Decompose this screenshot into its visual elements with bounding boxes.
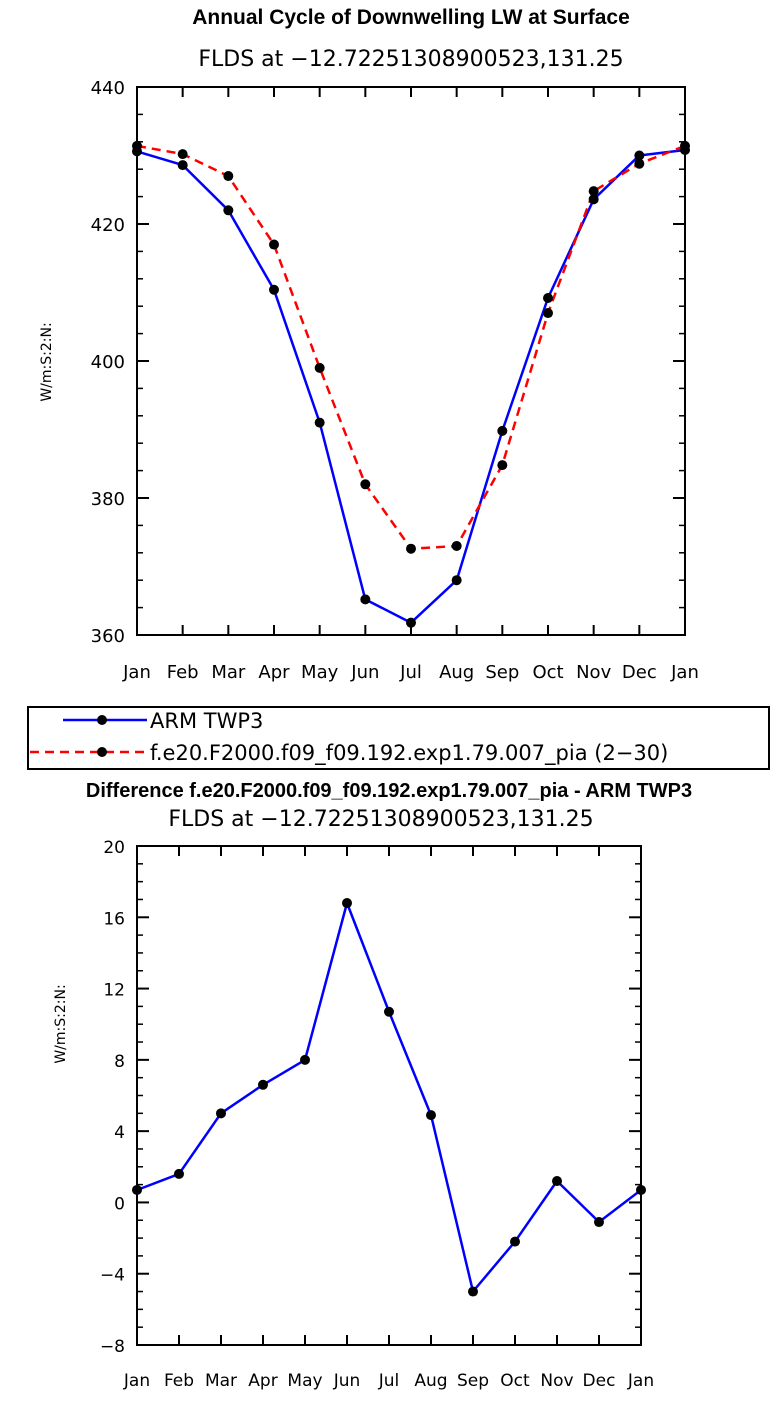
chart2-data-point-s0 xyxy=(384,1006,394,1017)
chart1-data-point-s0 xyxy=(451,575,462,586)
legend-box xyxy=(27,706,770,770)
chart1-series-line-1 xyxy=(136,144,686,550)
chart2-x-tick-label: May xyxy=(287,1371,322,1391)
chart2-x-tick-label: Jan xyxy=(627,1371,654,1391)
chart2-data-point-s0 xyxy=(300,1054,310,1065)
chart1-legend: ARM TWP3 f.e20.F2000.f09_f09.192.exp1.79… xyxy=(27,706,770,770)
chart1-y-tick-label: 440 xyxy=(91,78,125,99)
chart1-x-tick-label: Nov xyxy=(576,662,611,683)
chart1-x-tick-label: Sep xyxy=(485,662,519,683)
chart2-y-tick-label: 20 xyxy=(103,838,125,858)
chart2-x-tick-label: Aug xyxy=(414,1371,447,1391)
chart1-data-point-s0 xyxy=(360,594,371,605)
chart2-x-tick-label: Mar xyxy=(205,1371,237,1391)
chart1-data-point-s1 xyxy=(543,308,553,319)
chart1-x-tick-label: Dec xyxy=(622,662,657,683)
legend-label-arm: ARM TWP3 xyxy=(150,709,263,733)
chart2-y-tick-label: 4 xyxy=(114,1123,125,1143)
chart1-data-point-s1 xyxy=(269,239,279,250)
chart1-x-tick-label: Aug xyxy=(439,662,474,683)
chart2-data-point-s0 xyxy=(426,1110,436,1121)
chart1-data-point-s0 xyxy=(497,425,508,436)
chart2-data-point-s0 xyxy=(342,898,352,909)
chart2-plot-frame xyxy=(136,845,642,1346)
chart1-data-point-s0 xyxy=(223,205,234,216)
chart2-y-tick-label: 0 xyxy=(114,1194,125,1214)
chart1-data-point-s1 xyxy=(177,149,188,160)
chart1-data-point-s1 xyxy=(634,158,645,169)
chart1-data-point-s1 xyxy=(588,186,599,197)
chart2-x-tick-label: Sep xyxy=(457,1371,489,1391)
chart1-x-tick-label: Jun xyxy=(350,662,379,683)
chart2-y-axis-label: W/m:S:2:N: xyxy=(53,984,69,1063)
chart2-data-point-s0 xyxy=(216,1108,226,1119)
chart1-title: Annual Cycle of Downwelling LW at Surfac… xyxy=(192,6,630,29)
chart1-y-tick-label: 420 xyxy=(91,215,125,236)
chart1-data-point-s0 xyxy=(269,284,279,295)
chart1-y-tick-label: 380 xyxy=(91,489,125,510)
chart1-data-point-s0 xyxy=(406,617,416,628)
chart2-y-tick-label: −4 xyxy=(100,1266,125,1286)
chart1-x-tick-label: Jul xyxy=(399,662,422,683)
chart1-data-point-s1 xyxy=(360,479,371,490)
chart2-x-tick-label: Apr xyxy=(248,1371,277,1391)
annual-cycle-chart: Annual Cycle of Downwelling LW at Surfac… xyxy=(39,6,699,683)
chart1-data-point-s1 xyxy=(406,543,416,554)
chart1-data-point-s1 xyxy=(451,540,462,551)
chart2-x-tick-label: Oct xyxy=(500,1371,530,1391)
chart2-y-tick-label: 8 xyxy=(114,1052,125,1072)
chart1-data-point-s0 xyxy=(634,150,645,161)
chart2-data-point-s0 xyxy=(510,1236,520,1247)
chart2-subtitle: FLDS at −12.72251308900523,131.25 xyxy=(168,807,593,832)
chart1-data-point-s0 xyxy=(543,292,553,303)
chart1-y-tick-label: 400 xyxy=(91,352,125,373)
chart2-data-point-s0 xyxy=(174,1168,184,1179)
chart2-x-tick-label: Nov xyxy=(540,1371,573,1391)
chart1-x-tick-label: Feb xyxy=(167,662,199,683)
difference-chart: Difference f.e20.F2000.f09_f09.192.exp1.… xyxy=(53,780,692,1391)
chart1-x-tick-label: Oct xyxy=(532,662,563,683)
chart2-x-tick-label: Jan xyxy=(123,1371,150,1391)
chart2-title: Difference f.e20.F2000.f09_f09.192.exp1.… xyxy=(86,780,692,802)
chart1-data-point-s0 xyxy=(177,160,188,171)
chart2-x-tick-label: Feb xyxy=(164,1371,194,1391)
chart2-x-tick-label: Dec xyxy=(583,1371,616,1391)
chart2-y-tick-label: 16 xyxy=(103,909,125,929)
chart1-x-tick-label: Mar xyxy=(211,662,246,683)
chart2-data-point-s0 xyxy=(594,1217,604,1228)
chart1-data-point-s1 xyxy=(223,171,234,182)
chart1-data-point-s1 xyxy=(314,362,325,373)
chart2-data-point-s0 xyxy=(258,1079,268,1090)
chart1-x-tick-label: Jan xyxy=(670,662,699,683)
chart1-x-tick-label: Jan xyxy=(122,662,151,683)
chart2-y-tick-label: −8 xyxy=(100,1337,125,1357)
chart2-series-line-0 xyxy=(136,901,642,1293)
chart1-data-point-s0 xyxy=(588,194,599,205)
chart2-data-point-s0 xyxy=(552,1176,562,1187)
chart2-data-point-s0 xyxy=(468,1286,478,1297)
chart1-subtitle: FLDS at −12.72251308900523,131.25 xyxy=(198,47,623,72)
chart1-x-tick-label: May xyxy=(301,662,339,683)
legend-marker-model xyxy=(97,747,107,757)
chart1-y-tick-label: 360 xyxy=(91,626,125,647)
chart1-plot-frame xyxy=(136,86,686,636)
chart1-x-tick-label: Apr xyxy=(258,662,290,683)
chart2-x-tick-label: Jul xyxy=(378,1371,400,1391)
legend-label-model: f.e20.F2000.f09_f09.192.exp1.79.007_pia … xyxy=(150,741,668,766)
chart2-y-tick-label: 12 xyxy=(103,981,125,1001)
chart2-x-tick-label: Jun xyxy=(333,1371,361,1391)
chart1-y-axis-label: W/m:S:2:N: xyxy=(39,322,55,401)
legend-marker-arm xyxy=(97,715,107,725)
chart1-data-point-s0 xyxy=(314,417,325,428)
chart1-data-point-s1 xyxy=(497,460,508,471)
